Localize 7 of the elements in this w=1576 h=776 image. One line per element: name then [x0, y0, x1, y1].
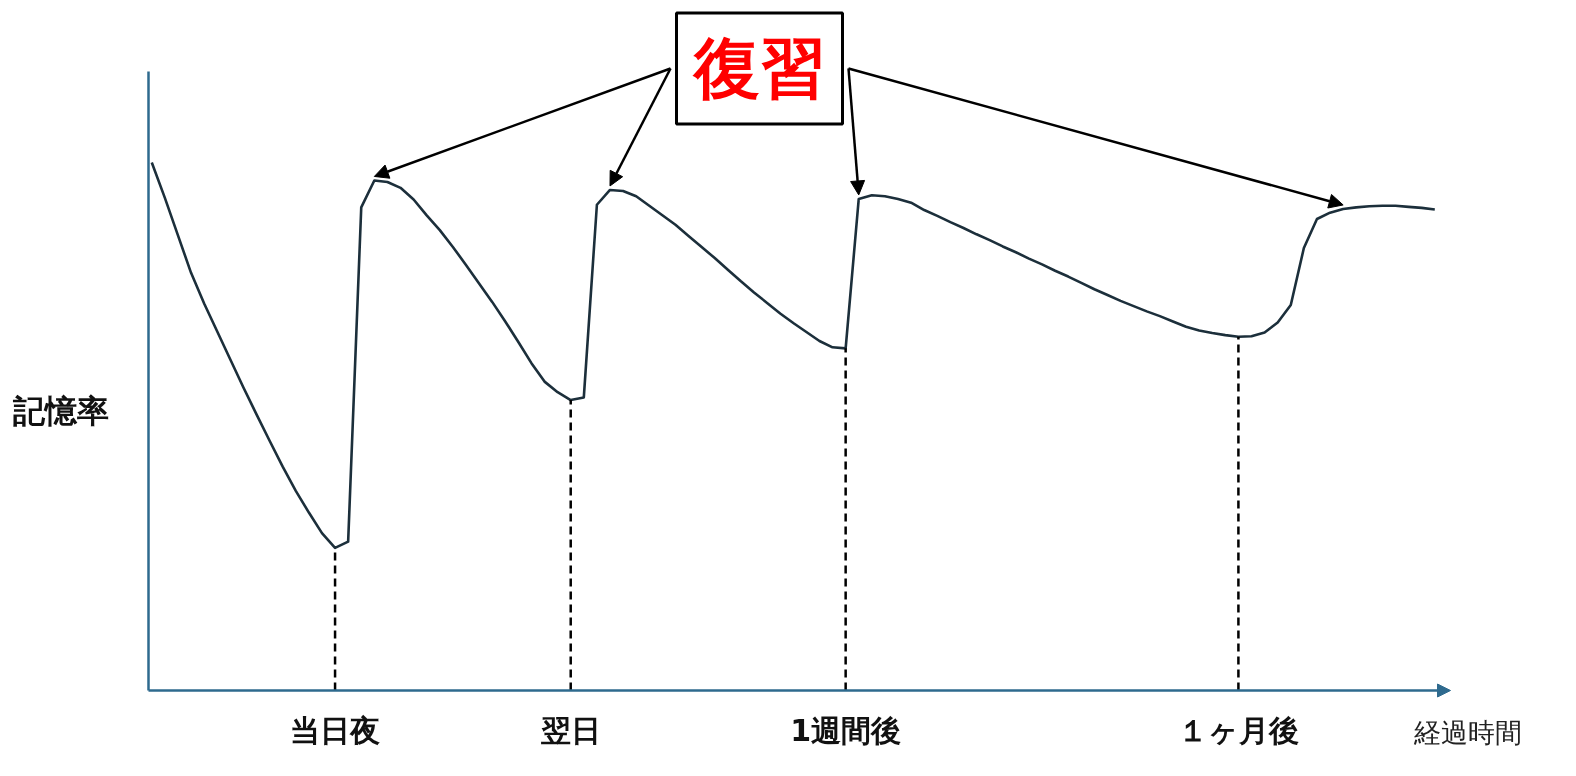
x-tick-label: 翌日	[540, 713, 601, 748]
x-tick-label: 1週間後	[790, 713, 902, 748]
text: 復習	[691, 30, 826, 107]
x-axis-title: 経過時間	[1412, 717, 1522, 748]
x-tick-label: 当日夜	[290, 713, 381, 748]
x-tick-label: １ヶ月後	[1177, 713, 1299, 748]
y-axis-title: 記憶率	[11, 391, 109, 430]
